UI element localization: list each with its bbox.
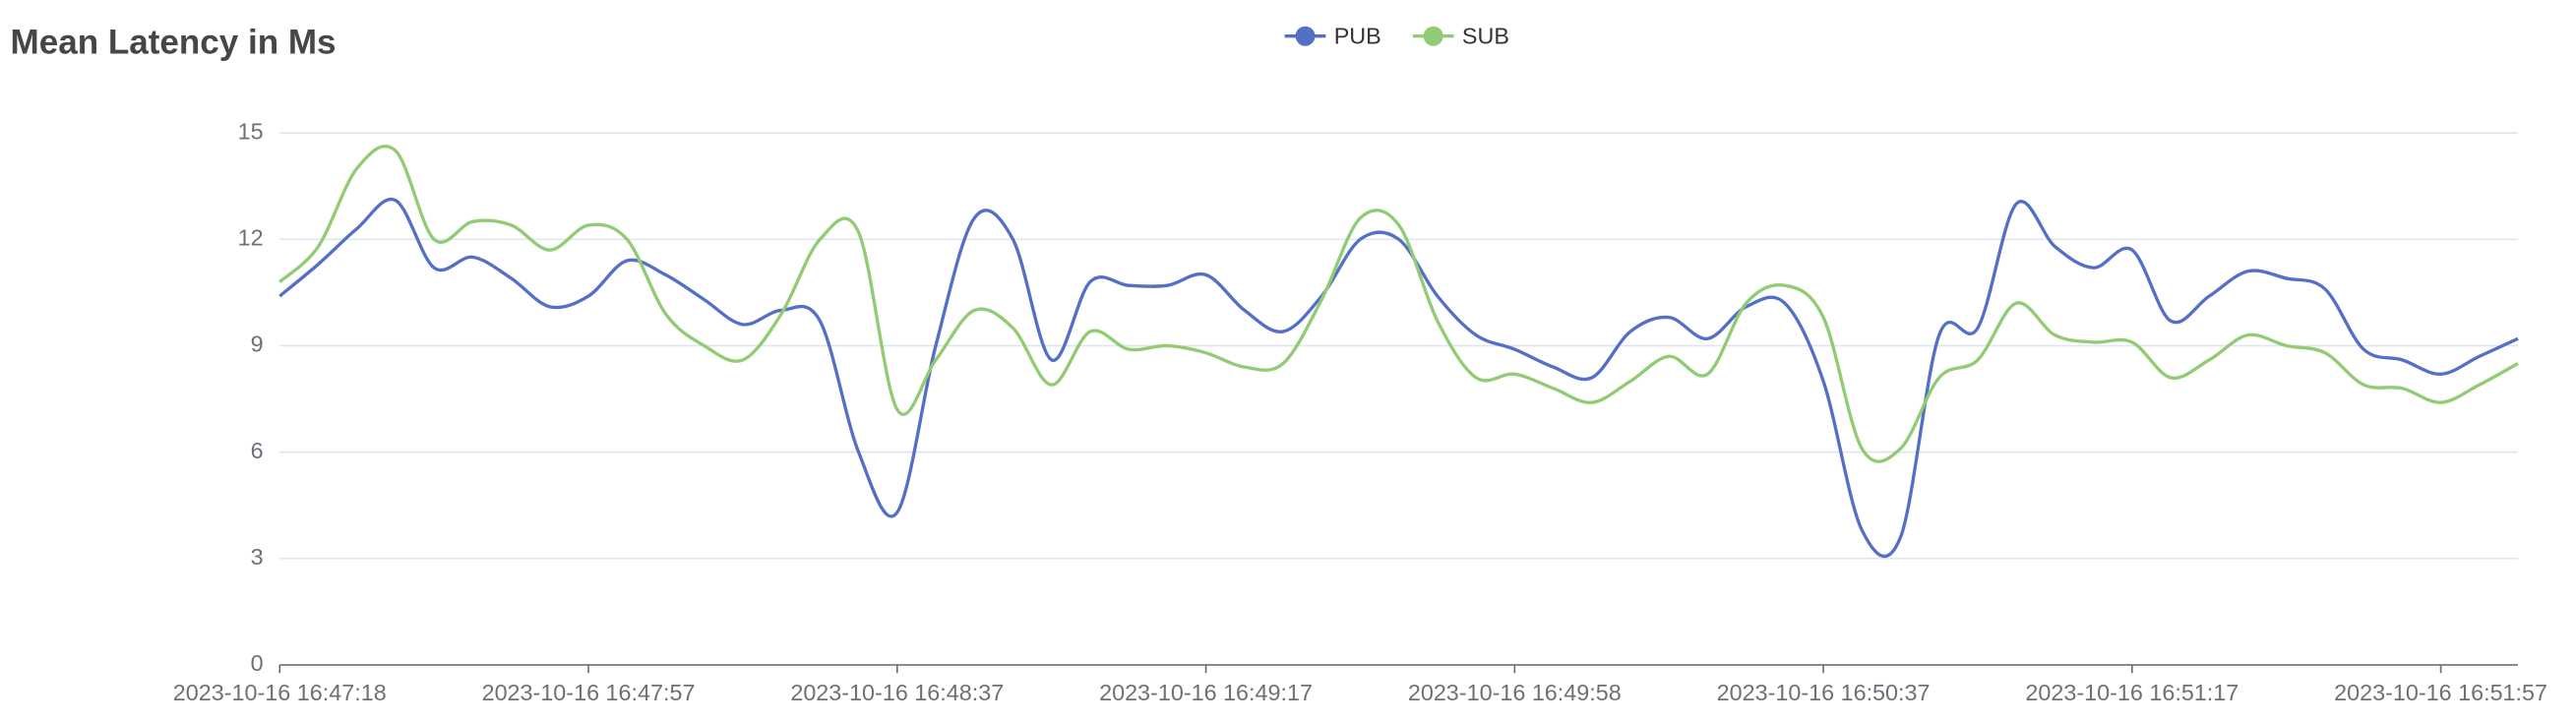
x-tick-label: 2023-10-16 16:51:57: [2334, 680, 2547, 705]
x-tick-label: 2023-10-16 16:49:17: [1099, 680, 1313, 705]
x-tick-label: 2023-10-16 16:50:37: [1717, 680, 1931, 705]
legend-marker: [1295, 26, 1316, 46]
y-tick-label: 6: [251, 438, 264, 463]
x-tick-label: 2023-10-16 16:48:37: [790, 680, 1004, 705]
legend-label: PUB: [1334, 24, 1381, 49]
x-tick-label: 2023-10-16 16:49:58: [1408, 680, 1622, 705]
x-tick-label: 2023-10-16 16:47:57: [482, 680, 696, 705]
y-tick-label: 0: [251, 650, 264, 676]
y-tick-label: 15: [238, 118, 264, 144]
y-tick-label: 9: [251, 332, 264, 357]
series-line: [278, 197, 2519, 559]
legend-label: SUB: [1462, 24, 1509, 49]
legend-marker: [1423, 26, 1443, 46]
x-tick-label: 2023-10-16 16:47:18: [173, 680, 387, 705]
x-tick-label: 2023-10-16 16:51:17: [2025, 680, 2239, 705]
series-line: [278, 145, 2519, 463]
y-tick-label: 3: [251, 544, 264, 570]
chart-title: Mean Latency in Ms: [11, 23, 337, 61]
y-tick-label: 12: [238, 225, 264, 251]
